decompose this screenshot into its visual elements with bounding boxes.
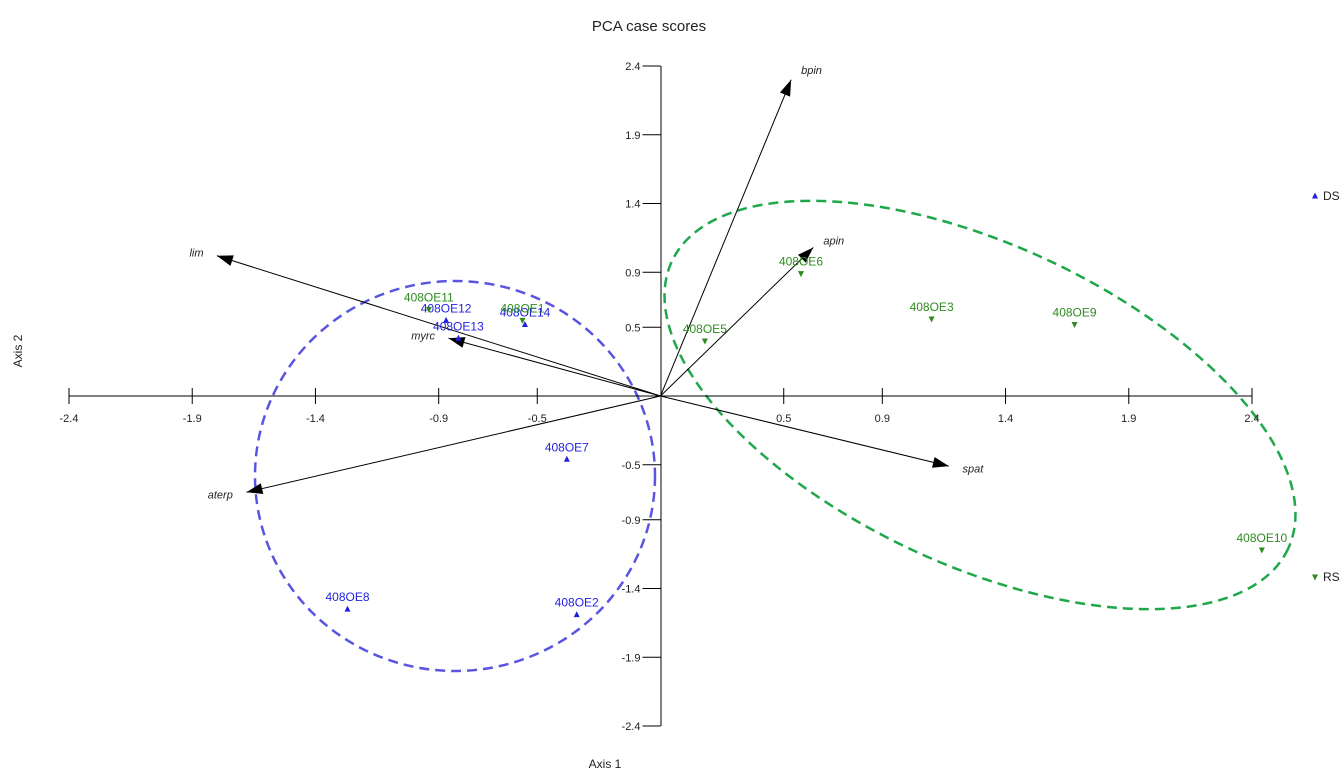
x-tick-label: -2.4 [60, 413, 79, 425]
vector-bpin-label: bpin [801, 65, 822, 77]
legend: DS RS [1312, 189, 1340, 584]
rs-group-ellipse [663, 199, 1297, 611]
point-marker-408OE12 [443, 316, 450, 323]
vector-myrc-line [448, 337, 661, 397]
vector-spat-arrowhead [932, 456, 949, 468]
point-label-408OE13: 408OE13 [433, 319, 484, 333]
vector-bpin-line [660, 79, 792, 397]
y-tick-label: -0.9 [622, 515, 641, 527]
vector-apin-arrowhead [797, 247, 814, 263]
y-tick-label: -2.4 [622, 721, 641, 733]
x-tick-label: 1.9 [1121, 413, 1136, 425]
vector-myrc-label: myrc [411, 331, 435, 343]
vector-lim-arrowhead [216, 255, 234, 266]
chart-title: PCA case scores [592, 18, 706, 35]
point-label-408OE10: 408OE10 [1236, 531, 1287, 545]
point-label-408OE1: 408OE1 [500, 301, 544, 315]
point-label-408OE8: 408OE8 [325, 590, 369, 604]
group-ellipses [253, 199, 1297, 673]
vector-apin-line [660, 247, 814, 397]
loading-vectors: bpin apin lim myrc aterp spat [189, 65, 984, 502]
y-tick-label: -0.5 [622, 460, 641, 472]
vector-apin-label: apin [823, 236, 844, 248]
x-tick-label: 2.4 [1244, 413, 1259, 425]
vector-spat-line [660, 395, 949, 467]
y-tick-label: 2.4 [625, 61, 640, 73]
point-label-408OE14: 408OE14 [500, 306, 551, 320]
x-axis-title: Axis 1 [589, 757, 622, 771]
point-marker-408OE5 [701, 338, 708, 345]
point-label-408OE12: 408OE12 [421, 301, 472, 315]
point-marker-408OE8 [344, 605, 351, 612]
legend-marker-RS [1312, 574, 1318, 581]
legend-label-DS: DS [1323, 189, 1340, 203]
point-label-408OE11: 408OE11 [404, 290, 454, 304]
ds-group-ellipse [253, 279, 657, 673]
point-label-408OE9: 408OE9 [1053, 306, 1097, 320]
point-marker-408OE9 [1071, 322, 1078, 328]
vector-lim-line [216, 255, 661, 397]
point-marker-408OE2 [573, 611, 580, 618]
vector-lim-label: lim [189, 248, 203, 260]
point-label-408OE3: 408OE3 [910, 300, 954, 314]
x-tick-label: 1.4 [998, 413, 1013, 425]
y-tick-label: 1.9 [625, 130, 640, 142]
x-tick-label: 0.9 [875, 413, 890, 425]
y-tick-label: 0.5 [625, 322, 640, 334]
vector-aterp-arrowhead [246, 483, 264, 494]
x-tick-label: -1.4 [306, 413, 325, 425]
x-tick-label: 0.5 [776, 413, 791, 425]
vector-bpin-arrowhead [779, 79, 792, 97]
point-label-408OE6: 408OE6 [779, 255, 823, 269]
point-marker-408OE3 [928, 316, 935, 323]
point-label-408OE5: 408OE5 [683, 322, 727, 336]
vector-aterp-label: aterp [208, 490, 233, 502]
y-ticks: 2.4 1.9 1.4 0.9 0.5 -0.5 -0.9 -1.4 -1.9 -2.4 [622, 61, 661, 733]
x-tick-label: -1.9 [183, 413, 202, 425]
legend-marker-DS [1312, 192, 1318, 199]
y-tick-label: 1.4 [625, 199, 640, 211]
point-marker-408OE7 [563, 455, 570, 462]
x-ticks: -2.4 -1.9 -1.4 -0.9 -0.5 0.5 0.9 1.4 1.9 2.4 [60, 388, 1260, 425]
vector-myrc-arrowhead [448, 337, 466, 348]
point-label-408OE2: 408OE2 [555, 596, 599, 610]
y-axis-title: Axis 2 [11, 334, 25, 367]
point-label-408OE7: 408OE7 [545, 440, 589, 454]
y-tick-label: -1.9 [622, 652, 641, 664]
vector-aterp-line [246, 395, 661, 493]
y-tick-label: -1.4 [622, 584, 641, 596]
point-marker-408OE1 [519, 317, 526, 324]
vector-spat-label: spat [962, 463, 984, 475]
point-marker-408OE11 [425, 306, 432, 313]
point-marker-408OE14 [521, 321, 528, 327]
point-marker-408OE13 [455, 334, 462, 341]
point-marker-408OE10 [1258, 547, 1265, 554]
point-marker-408OE6 [797, 271, 804, 278]
legend-label-RS: RS [1323, 570, 1340, 584]
x-tick-label: -0.5 [528, 413, 547, 425]
y-tick-label: 0.9 [625, 267, 640, 279]
x-tick-label: -0.9 [429, 413, 448, 425]
